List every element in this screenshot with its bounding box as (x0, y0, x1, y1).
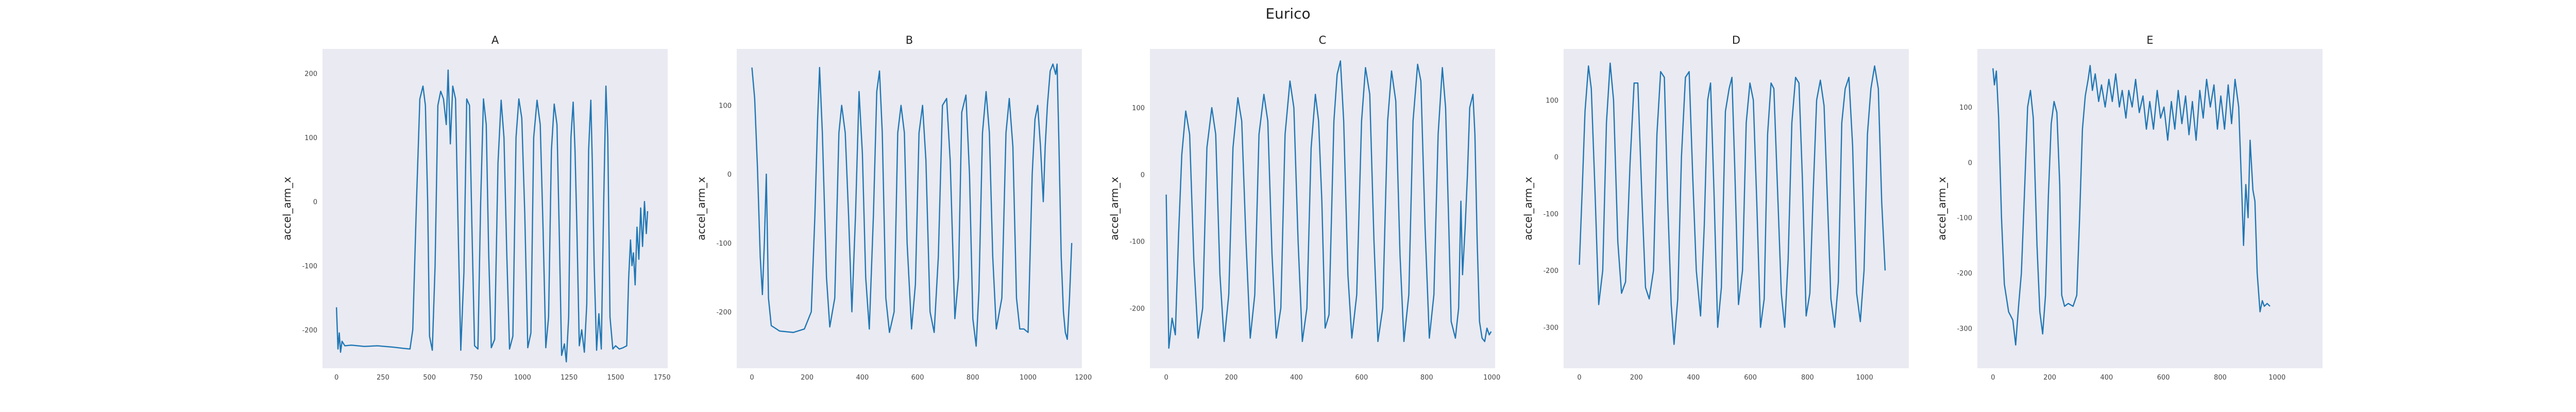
x-tick-label: 0 (1164, 374, 1168, 382)
x-tick-label: 500 (423, 374, 436, 382)
y-tick-label: -100 (1957, 215, 1972, 222)
x-tick-label: 600 (911, 374, 924, 382)
x-tick-label: 1250 (561, 374, 578, 382)
x-tick-label: 200 (1630, 374, 1643, 382)
y-tick-label: -300 (1543, 324, 1558, 332)
subplot-D: D 0 200 400 600 800 1000 -300 -200 -100 0 100 accel_… (1522, 34, 1909, 382)
x-tick-label: 0 (1577, 374, 1581, 382)
data-series-line (751, 63, 1073, 347)
x-tick-label: 600 (1355, 374, 1368, 382)
figure-title: Eurico (1265, 5, 1310, 22)
x-tick-label: 250 (377, 374, 389, 382)
plot-area (737, 49, 1082, 368)
x-tick-label: 1750 (654, 374, 671, 382)
y-axis-label: accel_arm_x (1936, 177, 1948, 241)
y-tick-label: 0 (1554, 154, 1558, 162)
y-tick-label: -100 (1129, 238, 1145, 246)
y-tick-label: 0 (1141, 171, 1145, 179)
data-series-line (335, 69, 649, 363)
subplot-A: A 0 250 500 750 1000 1250 1500 1750 -200 -100 0 100 2… (281, 34, 671, 382)
subplot-E: E 0 200 400 600 800 1000 -300 -200 -100 0 100 accel_… (1936, 34, 2323, 382)
y-tick-label: 100 (304, 134, 317, 142)
x-tick-label: 750 (470, 374, 483, 382)
data-series-line (1992, 65, 2270, 346)
y-tick-label: 100 (1959, 104, 1972, 112)
y-axis-label: accel_arm_x (281, 177, 293, 241)
x-tick-label: 400 (1290, 374, 1303, 382)
y-axis-label: accel_arm_x (1108, 177, 1121, 241)
x-tick-label: 1000 (1020, 374, 1037, 382)
x-tick-label: 800 (1420, 374, 1433, 382)
x-tick-label: 200 (801, 374, 814, 382)
subplot-title: B (906, 34, 913, 46)
subplot-title: D (1732, 34, 1740, 46)
data-series-line (1165, 60, 1492, 349)
y-tick-label: 0 (313, 198, 317, 206)
x-tick-label: 1000 (1856, 374, 1873, 382)
y-tick-label: -200 (1543, 267, 1558, 275)
y-tick-label: 0 (1968, 159, 1972, 167)
x-tick-label: 400 (2100, 374, 2113, 382)
x-tick-label: 600 (2157, 374, 2170, 382)
y-axis-label: accel_arm_x (1522, 177, 1534, 241)
x-tick-label: 1000 (1483, 374, 1500, 382)
y-tick-label: 200 (304, 70, 317, 78)
x-tick-label: 0 (1991, 374, 1995, 382)
x-tick-label: 0 (750, 374, 754, 382)
x-tick-label: 400 (856, 374, 869, 382)
y-tick-label: -300 (1957, 325, 1972, 333)
x-tick-label: 400 (1687, 374, 1700, 382)
y-tick-label: -200 (716, 308, 732, 316)
y-axis-label: accel_arm_x (695, 177, 707, 241)
x-tick-label: 800 (967, 374, 979, 382)
data-series-line (1579, 62, 1886, 345)
subplot-title: E (2146, 34, 2153, 46)
subplot-title: A (492, 34, 499, 46)
y-tick-label: 100 (1132, 105, 1145, 112)
x-tick-label: 1200 (1075, 374, 1092, 382)
x-tick-label: 1500 (607, 374, 624, 382)
y-tick-label: -200 (1957, 270, 1972, 278)
y-tick-label: 100 (719, 102, 732, 110)
subplot-B: B 0 200 400 600 800 1000 1200 -200 -100 0 100 accel_… (695, 34, 1092, 382)
y-tick-label: 100 (1546, 97, 1558, 105)
x-tick-label: 200 (1225, 374, 1238, 382)
y-tick-label: -100 (302, 263, 317, 270)
y-tick-label: -100 (716, 240, 732, 248)
x-tick-label: 600 (1744, 374, 1757, 382)
x-tick-label: 0 (334, 374, 338, 382)
y-tick-label: 0 (727, 171, 732, 179)
y-tick-label: -200 (302, 327, 317, 334)
subplot-C: C 0 200 400 600 800 1000 -200 -100 0 100 accel_arm_… (1108, 34, 1500, 382)
y-tick-label: -100 (1543, 211, 1558, 218)
x-tick-label: 800 (1801, 374, 1814, 382)
subplot-title: C (1319, 34, 1327, 46)
x-tick-label: 800 (2214, 374, 2227, 382)
x-tick-label: 200 (2043, 374, 2056, 382)
x-tick-label: 1000 (2268, 374, 2285, 382)
x-tick-label: 1000 (514, 374, 531, 382)
y-tick-label: -200 (1129, 305, 1145, 313)
